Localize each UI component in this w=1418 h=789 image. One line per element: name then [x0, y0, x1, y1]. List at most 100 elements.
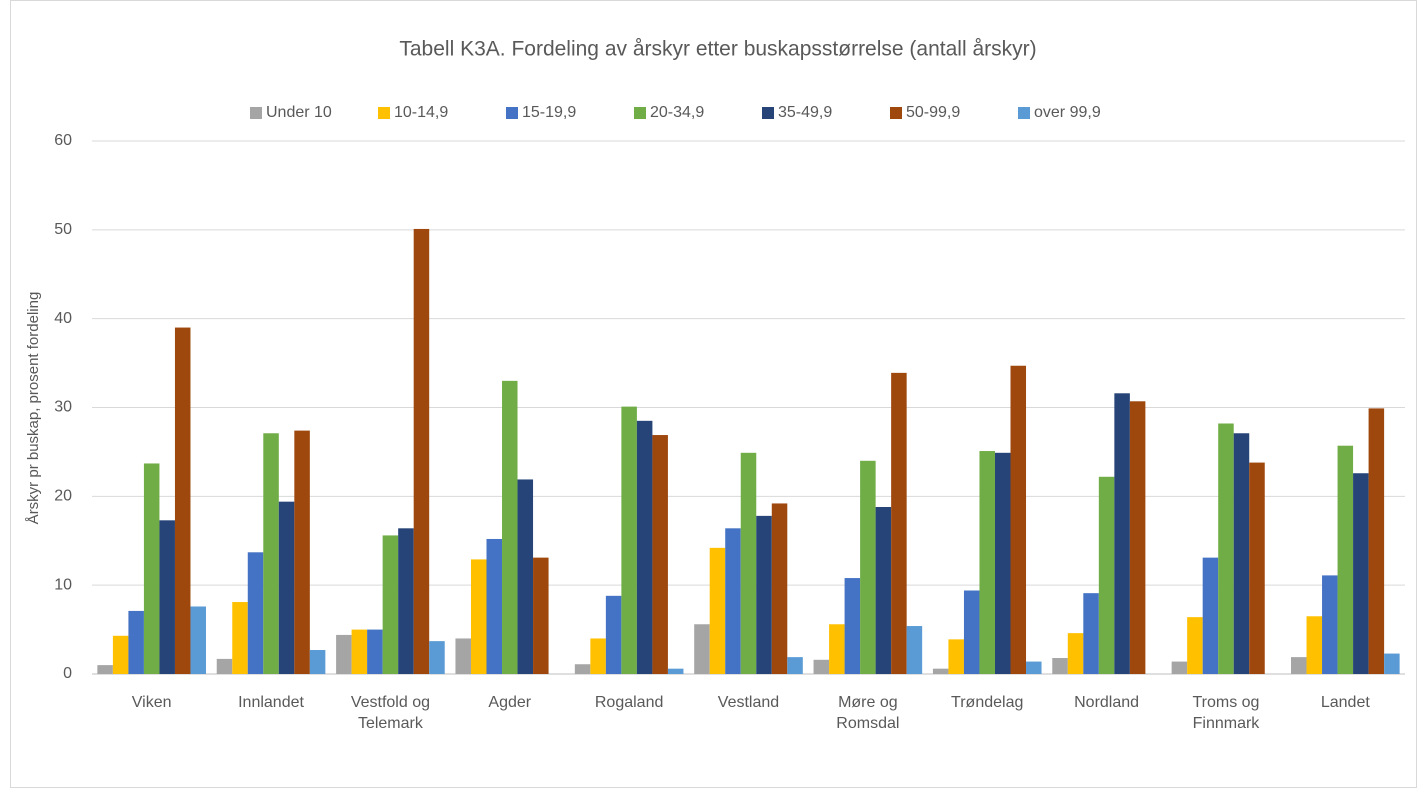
legend-swatch: [634, 107, 646, 119]
bar: [1129, 401, 1146, 674]
bar: [1218, 423, 1234, 674]
bar: [112, 635, 129, 674]
bar: [1249, 462, 1265, 674]
bar: [159, 520, 175, 674]
bar: [1322, 575, 1338, 674]
y-tick-label: 10: [54, 576, 72, 593]
y-tick-label: 20: [54, 488, 72, 505]
bar: [502, 380, 518, 674]
y-tick-label: 0: [63, 665, 72, 682]
y-tick-label: 30: [54, 399, 72, 416]
x-tick-label: Rogaland: [594, 694, 664, 711]
bar: [97, 665, 113, 674]
bar: [232, 602, 248, 674]
bar: [470, 559, 487, 674]
bar: [1067, 633, 1084, 674]
bar: [994, 452, 1011, 674]
bar: [829, 624, 845, 674]
legend-swatch: [250, 107, 262, 119]
x-tick-label: Troms og Finnmark: [1192, 694, 1260, 732]
bar: [787, 657, 803, 674]
legend-label: 10-14,9: [394, 104, 448, 121]
x-tick-label: Landet: [1320, 694, 1370, 711]
bar: [891, 372, 907, 674]
y-tick-label: 60: [54, 132, 72, 149]
bar: [844, 578, 861, 674]
chart-title: Tabell K3A. Fordeling av årskyr etter bu…: [399, 38, 1036, 61]
legend-swatch: [1018, 107, 1030, 119]
bar: [336, 634, 352, 674]
bar: [429, 641, 445, 674]
bar: [309, 650, 326, 674]
bar: [1052, 658, 1068, 674]
bar: [860, 460, 876, 674]
bar: [413, 228, 430, 674]
bar: [1337, 445, 1354, 674]
bar: [574, 664, 591, 674]
bar: [652, 435, 668, 674]
bar: [667, 668, 684, 674]
bar: [486, 538, 503, 674]
x-tick-label: Viken: [131, 694, 172, 711]
bar: [740, 452, 757, 674]
bar: [1098, 476, 1115, 674]
bar: [1353, 473, 1369, 674]
x-tick-label: Nordland: [1074, 694, 1140, 711]
x-tick-label: Vestland: [717, 694, 780, 711]
bar: [771, 503, 788, 674]
x-tick-label: Innlandet: [238, 694, 304, 711]
y-tick-label: 40: [54, 310, 72, 327]
bar: [906, 626, 923, 674]
bar: [278, 501, 295, 674]
bar: [875, 506, 892, 674]
bar: [1306, 616, 1323, 674]
bar: [1010, 365, 1027, 674]
bar: [351, 629, 368, 674]
legend-label: Under 10: [266, 104, 332, 121]
bar: [709, 547, 726, 674]
bar: [1291, 657, 1307, 674]
bar: [1384, 653, 1400, 674]
legend-label: 15-19,9: [522, 104, 576, 121]
y-tick-label: 50: [54, 221, 72, 238]
bar: [367, 629, 383, 674]
bar: [756, 515, 772, 674]
bar: [636, 420, 653, 674]
bar: [128, 610, 144, 674]
bar: [143, 463, 160, 674]
legend-swatch: [890, 107, 902, 119]
bar: [948, 639, 964, 674]
bar: [398, 528, 414, 674]
bar: [932, 668, 949, 674]
x-tick-label: Trøndelag: [951, 694, 1024, 711]
bar: [533, 557, 549, 674]
legend-swatch: [762, 107, 774, 119]
bar: [1114, 393, 1130, 674]
bar: [517, 479, 534, 674]
x-tick-label: Vestfold og Telemark: [350, 694, 430, 732]
bar: [216, 658, 233, 674]
bar: [174, 327, 191, 674]
bar: [1202, 557, 1219, 674]
bar: [694, 624, 710, 674]
bar: [1026, 661, 1042, 674]
bar: [1368, 408, 1385, 674]
bar: [621, 406, 637, 674]
bar: [190, 606, 206, 674]
bar: [455, 638, 471, 674]
bar: [725, 528, 741, 674]
x-tick-label: Møre og Romsdal: [836, 694, 900, 732]
bar: [247, 552, 264, 674]
y-axis-label: Årskyr pr buskap, prosent fordeling: [25, 292, 42, 525]
bar: [1187, 617, 1203, 674]
legend-label: 35-49,9: [778, 104, 832, 121]
bar: [1083, 593, 1099, 674]
bar: [1233, 433, 1250, 674]
x-tick-label: Agder: [488, 694, 532, 711]
bar: [605, 595, 622, 674]
legend-swatch: [506, 107, 518, 119]
bar: [963, 590, 980, 674]
bar: [382, 535, 399, 674]
